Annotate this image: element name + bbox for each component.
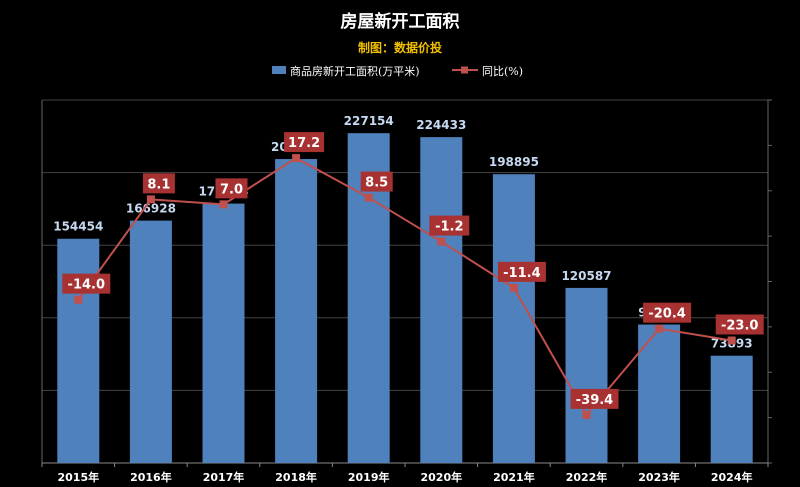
line-label-box — [429, 215, 470, 236]
line-value-label: -14.0 — [68, 278, 105, 293]
line-point — [509, 283, 518, 292]
bar — [202, 203, 245, 463]
bar — [710, 355, 753, 463]
bar-value-label: 166928 — [126, 202, 176, 216]
line-point — [437, 237, 446, 246]
bar — [420, 137, 463, 463]
x-tick-label: 2022年 — [566, 470, 608, 484]
bar — [275, 159, 318, 464]
line-label-box — [497, 261, 546, 282]
line-point — [146, 195, 155, 204]
line-point — [364, 193, 373, 202]
line-series — [77, 156, 732, 417]
x-tick-label: 2023年 — [638, 470, 680, 484]
line-point — [219, 200, 228, 209]
x-tick-label: 2019年 — [348, 470, 390, 484]
line-label-box — [715, 314, 764, 335]
line-label-box — [142, 173, 175, 194]
line-label-box — [360, 171, 393, 192]
x-tick-label: 2024年 — [711, 470, 753, 484]
bar — [492, 174, 535, 463]
line-point — [655, 324, 664, 333]
x-tick-label: 2021年 — [493, 470, 535, 484]
bar — [638, 324, 681, 463]
x-tick-label: 2015年 — [57, 470, 99, 484]
line-point — [292, 154, 301, 163]
bar-value-label: 224433 — [416, 118, 466, 132]
x-tick-label: 2017年 — [203, 470, 245, 484]
legend-bar-swatch — [272, 66, 286, 74]
line-value-label: -1.2 — [435, 220, 463, 235]
chart-title: 房屋新开工面积 — [341, 11, 460, 32]
chart-legend: 商品房新开工面积(万平米) 同比(%) — [272, 64, 523, 78]
line-value-label: 7.0 — [220, 182, 243, 197]
line-value-label: -20.4 — [648, 307, 685, 322]
legend-line-label: 同比(%) — [482, 65, 523, 78]
line-value-label: 8.5 — [365, 176, 388, 191]
line-value-label: -23.0 — [721, 318, 758, 333]
legend-line-marker — [461, 66, 468, 74]
line-value-label: 8.1 — [147, 177, 170, 192]
chart-subtitle: 制图：数据价投 — [358, 40, 442, 55]
line-label-box — [570, 388, 619, 409]
bar-value-label: 227154 — [344, 114, 394, 128]
line-value-label: 17.2 — [288, 136, 320, 151]
line-value-label: -11.4 — [503, 266, 540, 281]
bar-value-label: 120587 — [561, 269, 611, 283]
bar-value-label: 198895 — [489, 155, 539, 169]
line-point — [727, 336, 736, 345]
legend-bar-label: 商品房新开工面积(万平米) — [290, 64, 420, 78]
x-tick-label: 2018年 — [275, 470, 317, 484]
line-label-box — [284, 132, 325, 153]
plot-area: 2015年 2016年 2017年 2018年 2019年 2020年 2021年 2022年… — [41, 99, 772, 484]
x-tick-label: 2020年 — [420, 470, 462, 484]
bar-value-label: 154454 — [53, 220, 103, 234]
line-label-box — [215, 178, 248, 199]
line-point — [74, 295, 83, 304]
line-value-label: -39.4 — [576, 393, 613, 408]
bar — [129, 220, 172, 463]
line-label-box — [643, 302, 692, 323]
bar — [565, 287, 608, 463]
bar — [57, 238, 100, 463]
line-label-box — [62, 273, 111, 294]
line-point — [582, 410, 591, 419]
x-tick-label: 2016年 — [130, 470, 172, 484]
